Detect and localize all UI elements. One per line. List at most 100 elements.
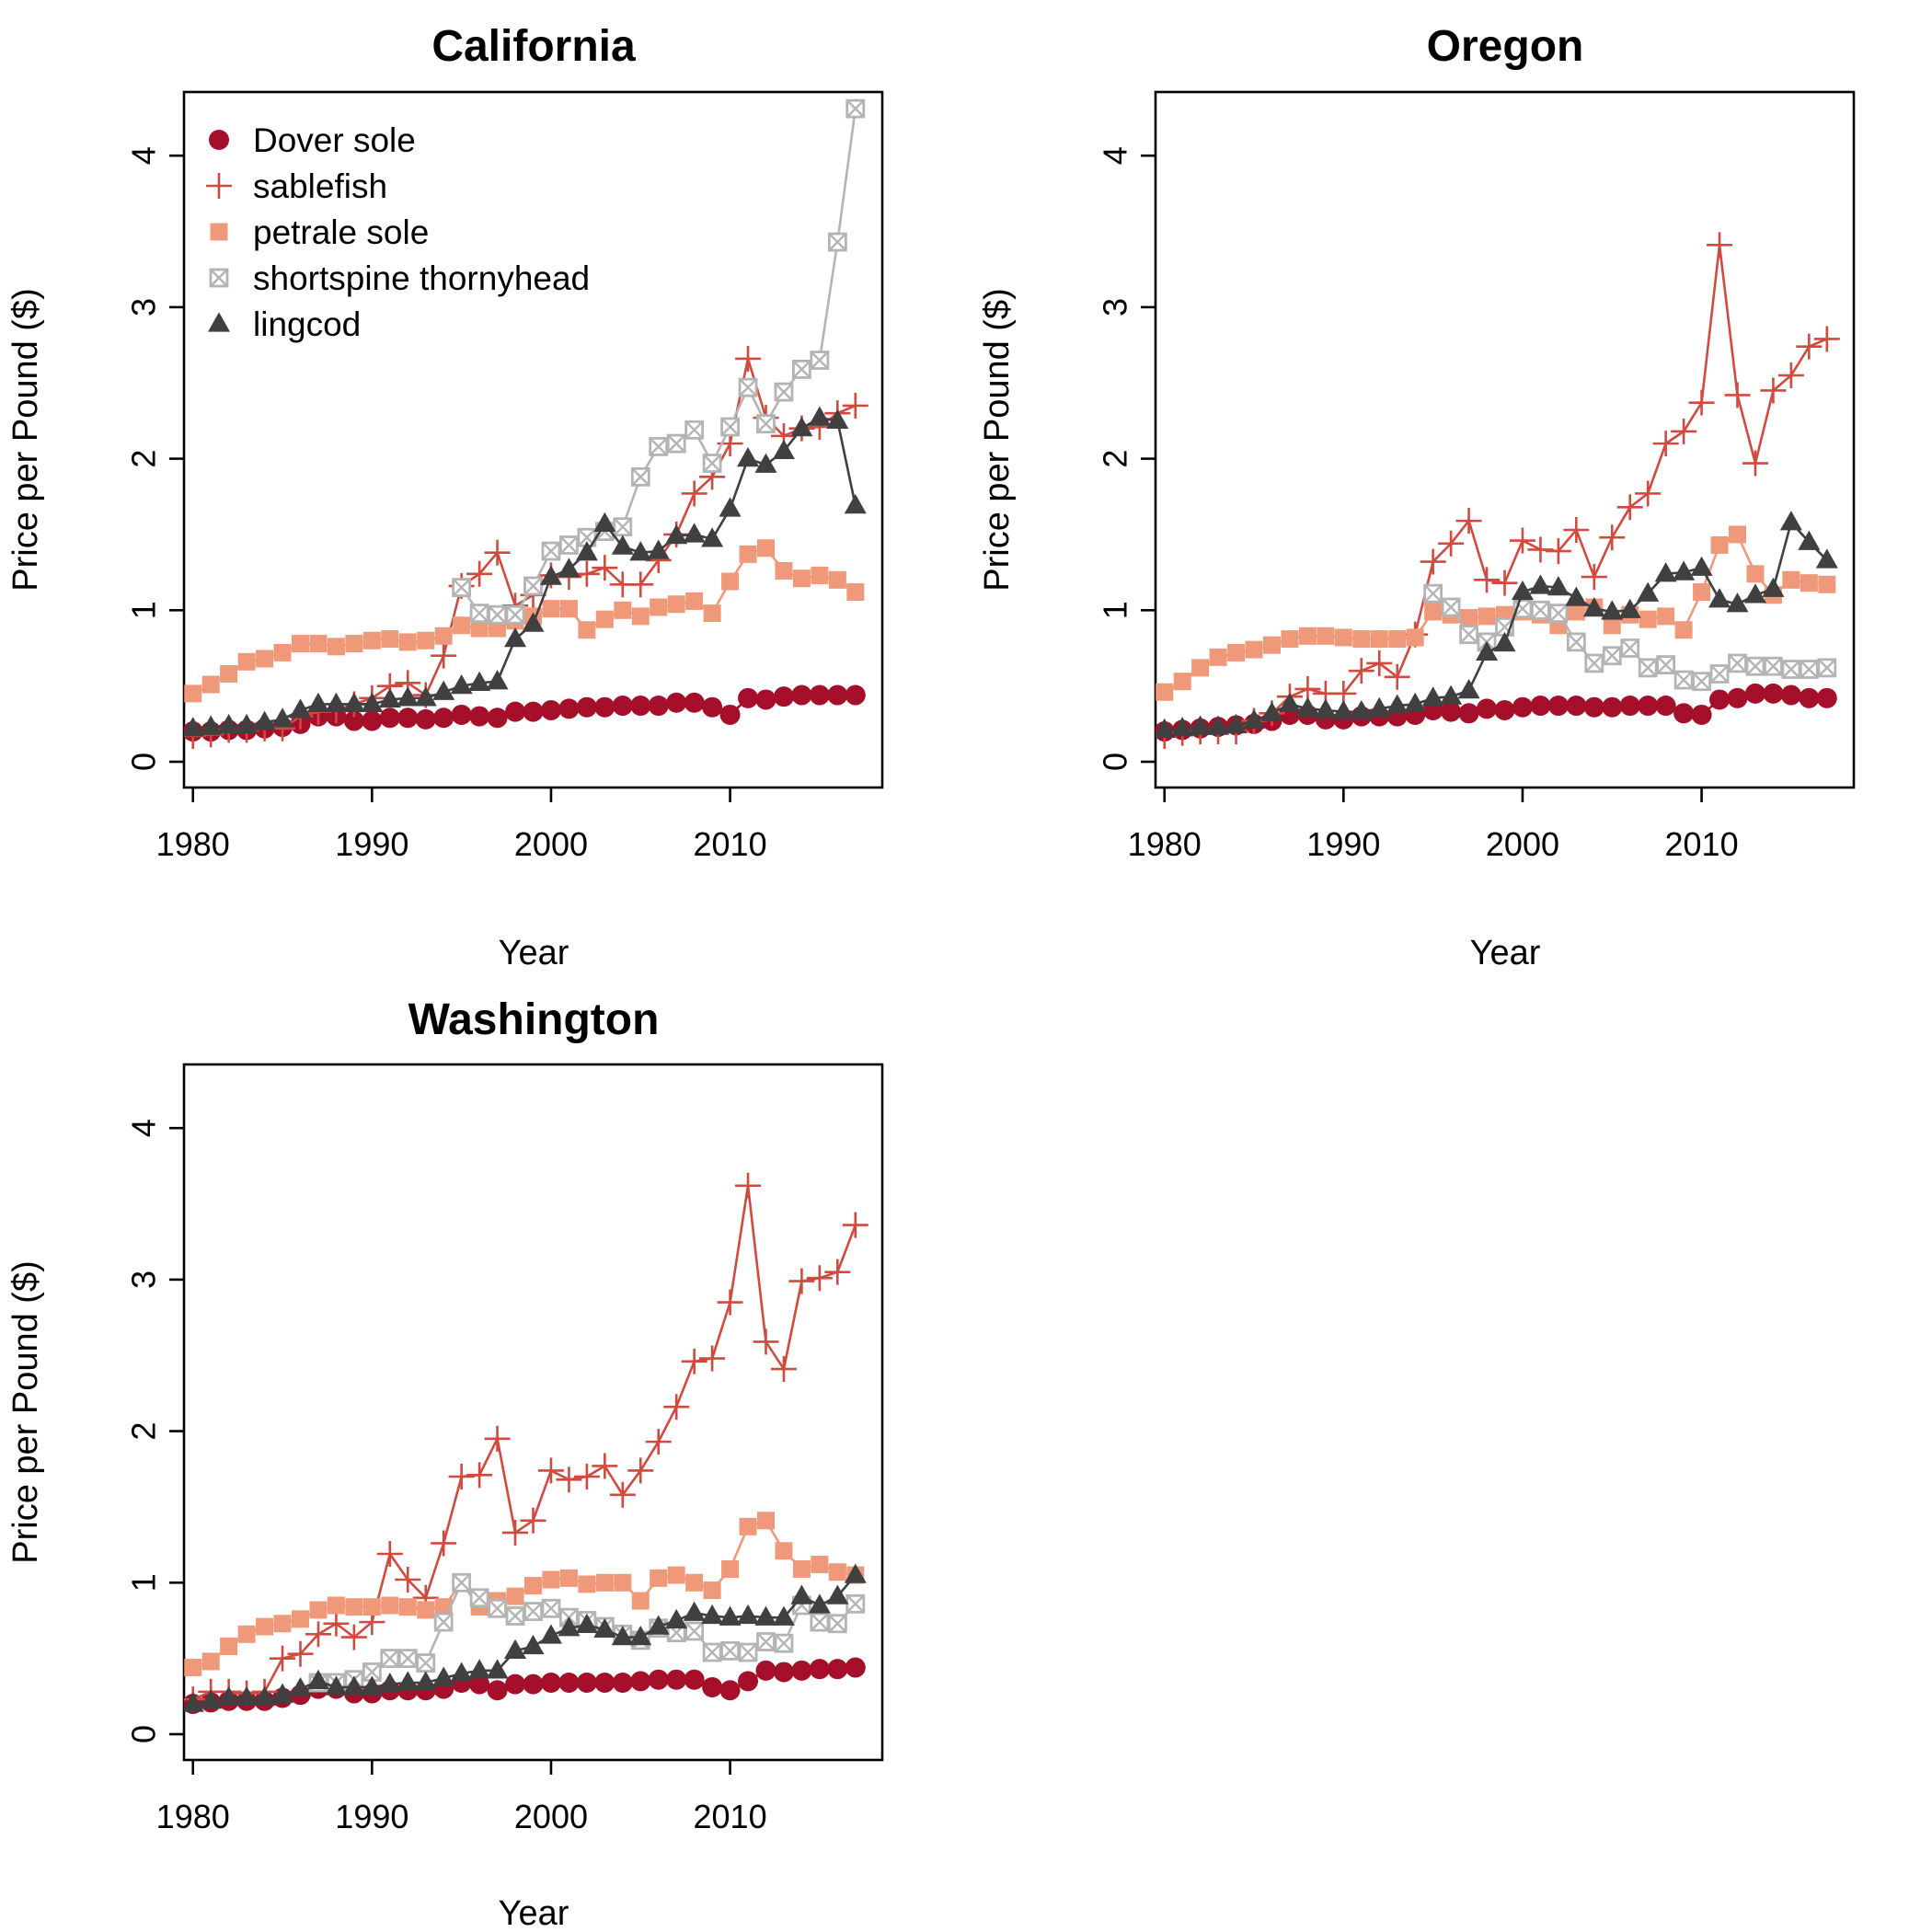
legend-marker bbox=[210, 223, 228, 241]
data-point bbox=[541, 541, 561, 561]
data-point bbox=[292, 1610, 309, 1628]
data-point bbox=[1529, 574, 1552, 594]
data-point bbox=[271, 707, 294, 728]
data-point bbox=[1799, 660, 1819, 679]
panel-title: California bbox=[431, 22, 636, 71]
data-point bbox=[1566, 696, 1587, 717]
data-point bbox=[1563, 517, 1590, 543]
data-point bbox=[469, 706, 490, 727]
data-point bbox=[809, 1659, 830, 1680]
data-point bbox=[1707, 232, 1733, 259]
data-point bbox=[184, 684, 202, 703]
data-point bbox=[1477, 698, 1498, 719]
data-point bbox=[613, 517, 633, 537]
data-point bbox=[1511, 580, 1534, 601]
data-point bbox=[773, 686, 794, 707]
data-point bbox=[417, 1601, 435, 1619]
data-point bbox=[1348, 658, 1374, 684]
data-point bbox=[345, 1598, 363, 1616]
data-point bbox=[647, 539, 670, 559]
data-point bbox=[217, 713, 240, 734]
data-point bbox=[790, 1584, 813, 1604]
data-point bbox=[1762, 577, 1785, 597]
data-point bbox=[735, 345, 762, 372]
x-axis-label: Year bbox=[499, 1894, 569, 1932]
data-point bbox=[1781, 660, 1801, 679]
data-point bbox=[237, 1625, 256, 1643]
data-point bbox=[684, 420, 705, 440]
data-point bbox=[719, 497, 742, 517]
data-point bbox=[542, 1570, 560, 1589]
data-point bbox=[775, 1542, 793, 1560]
data-point bbox=[468, 671, 491, 691]
y-tick-label: 3 bbox=[125, 1271, 163, 1289]
data-point bbox=[683, 523, 706, 543]
y-tick-label: 1 bbox=[1097, 601, 1134, 619]
data-point bbox=[522, 612, 545, 632]
data-point bbox=[1582, 597, 1605, 617]
y-tick-label: 3 bbox=[1097, 298, 1134, 316]
panel-california: California 1980 1990 2000 2010 0 1 2 3 4 Year Pr… bbox=[6, 22, 884, 972]
series-line bbox=[1164, 245, 1828, 738]
data-point bbox=[1245, 640, 1263, 659]
data-point bbox=[469, 604, 489, 623]
series-lingcod bbox=[184, 1563, 867, 1712]
data-point bbox=[379, 707, 400, 729]
data-point bbox=[1691, 704, 1712, 725]
data-point bbox=[380, 1649, 400, 1669]
panel-title: Oregon bbox=[1427, 22, 1584, 71]
data-point bbox=[1424, 603, 1443, 621]
data-point bbox=[1370, 630, 1388, 649]
data-point bbox=[1366, 650, 1393, 676]
data-point bbox=[842, 392, 868, 419]
data-point bbox=[739, 1517, 757, 1535]
data-point bbox=[810, 351, 830, 370]
plot-frame bbox=[182, 1063, 884, 1762]
data-point bbox=[378, 1673, 401, 1693]
data-point bbox=[397, 707, 419, 729]
data-point bbox=[1780, 684, 1801, 706]
data-point bbox=[845, 1593, 866, 1614]
data-point bbox=[381, 1596, 399, 1615]
plot-frame bbox=[182, 90, 884, 789]
data-point bbox=[397, 686, 420, 707]
x-axis-label: Year bbox=[499, 934, 569, 972]
data-point bbox=[1638, 658, 1658, 678]
data-point bbox=[757, 1512, 775, 1530]
data-point bbox=[504, 627, 527, 648]
data-point bbox=[504, 1639, 527, 1660]
data-point bbox=[1491, 569, 1518, 596]
series-Dover-sole bbox=[184, 1657, 866, 1715]
legend-marker bbox=[208, 312, 230, 332]
data-point bbox=[826, 1584, 849, 1604]
data-point bbox=[1782, 570, 1800, 589]
data-point bbox=[414, 686, 437, 707]
data-point bbox=[1688, 389, 1715, 416]
data-point bbox=[754, 1605, 777, 1626]
data-point bbox=[627, 571, 654, 598]
data-point bbox=[486, 670, 509, 690]
series-shortspine-thornyhead bbox=[452, 98, 866, 625]
data-point bbox=[1638, 696, 1659, 717]
data-point bbox=[845, 98, 866, 119]
x-tick-label: 1980 bbox=[156, 1798, 230, 1835]
data-point bbox=[699, 1345, 726, 1372]
data-point bbox=[1818, 575, 1836, 593]
data-point bbox=[398, 1598, 417, 1616]
data-point bbox=[685, 1573, 704, 1592]
data-point bbox=[1742, 450, 1768, 477]
legend-item: Dover sole bbox=[209, 121, 416, 159]
data-point bbox=[826, 408, 849, 430]
legend-item: sablefish bbox=[206, 167, 387, 205]
data-point bbox=[809, 684, 830, 706]
data-point bbox=[506, 1587, 524, 1605]
data-point bbox=[845, 1657, 866, 1678]
data-point bbox=[791, 684, 812, 706]
data-point bbox=[1817, 658, 1837, 678]
y-tick-label: 2 bbox=[125, 1422, 163, 1441]
data-point bbox=[1455, 508, 1482, 535]
data-point bbox=[237, 652, 256, 671]
data-point bbox=[1350, 700, 1373, 720]
data-point bbox=[253, 1685, 276, 1707]
